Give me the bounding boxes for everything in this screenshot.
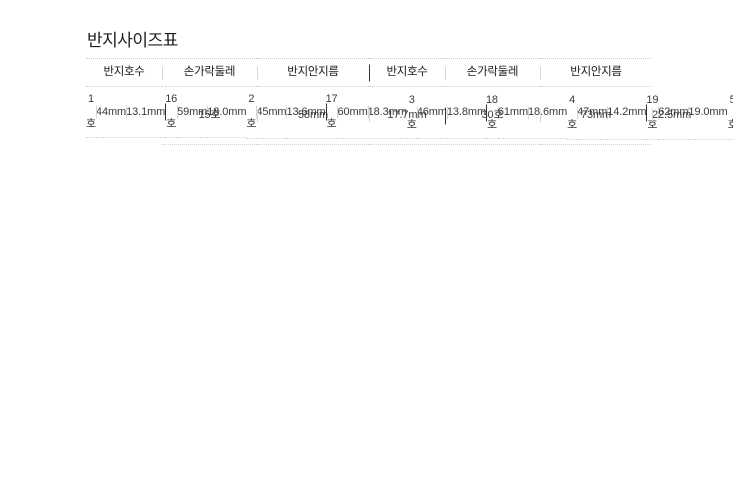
cell-inner-diameter-left: 17.7mm bbox=[369, 86, 445, 145]
table-row: 1호 44mm 13.1mm 16호 59mm 18.0mm2호 45mm 13.6mm 17호… bbox=[86, 86, 733, 145]
cell-ring-no-right: 30호 bbox=[445, 86, 540, 145]
page-title: 반지사이즈표 bbox=[87, 31, 178, 50]
cell-inner-diameter-left: 13.1mm bbox=[126, 87, 165, 138]
table-header-row: 반지호수 손가락둘레 반지안지름 반지호수 손가락둘레 반지안지름 bbox=[86, 58, 652, 87]
column-header-inner-diameter-right: 반지안지름 bbox=[540, 58, 652, 87]
cell-ring-no-left: 5호 bbox=[727, 87, 733, 140]
cell-circumference-left: 58mm bbox=[257, 86, 369, 145]
cell-circumference-right: 73mm bbox=[540, 86, 652, 145]
column-header-ring-no-right: 반지호수 bbox=[369, 58, 445, 87]
cell-ring-no-left: 15호 bbox=[162, 86, 257, 145]
column-header-circumference-right: 손가락둘레 bbox=[445, 58, 540, 87]
cell-circumference-left: 44mm bbox=[95, 87, 126, 138]
column-header-inner-diameter-left: 반지안지름 bbox=[257, 58, 369, 87]
table-body: 1호 44mm 13.1mm 16호 59mm 18.0mm2호 45mm 13.6mm 17호… bbox=[86, 86, 733, 145]
ring-size-table: 반지호수 손가락둘레 반지안지름 반지호수 손가락둘레 반지안지름 1호 44mm… bbox=[86, 58, 733, 145]
table-header: 반지호수 손가락둘레 반지안지름 반지호수 손가락둘레 반지안지름 bbox=[86, 58, 652, 87]
column-header-circumference-left: 손가락둘레 bbox=[162, 58, 257, 87]
ring-size-table-wrap: 반지호수 손가락둘레 반지안지름 반지호수 손가락둘레 반지안지름 1호 44mm… bbox=[86, 58, 733, 145]
column-header-ring-no-left: 반지호수 bbox=[86, 58, 162, 87]
cell-ring-no-left: 1호 bbox=[86, 87, 96, 138]
cell-inner-diameter-right: 19.0mm bbox=[688, 87, 728, 140]
